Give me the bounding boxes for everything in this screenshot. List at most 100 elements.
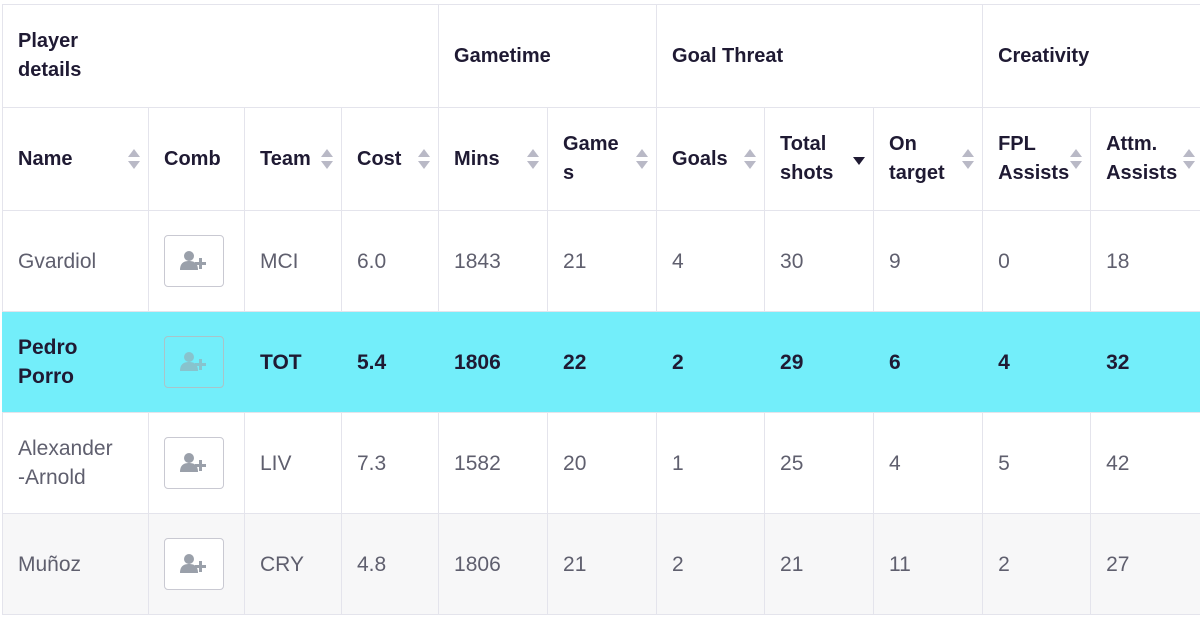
cell-games: 20 <box>548 413 657 514</box>
cell-fpl-assists: 0 <box>983 211 1091 312</box>
cell-fpl-assists: 5 <box>983 413 1091 514</box>
add-player-button[interactable] <box>164 538 224 590</box>
header-name-label: Name <box>18 148 72 170</box>
header-goals-label: Goals <box>672 148 728 170</box>
cell-on-target: 6 <box>874 312 983 413</box>
cell-team: CRY <box>245 514 342 615</box>
player-stats-table: Player details Gametime Goal Threat Crea… <box>2 4 1200 615</box>
sort-arrows-icon[interactable] <box>527 149 539 169</box>
player-name: Pedro Porro <box>18 336 78 388</box>
header-attm-assists[interactable]: Attm. Assists <box>1091 108 1200 211</box>
add-player-button[interactable] <box>164 336 224 388</box>
table-row: Gvardiol MCI 6.0 1843 21 4 30 9 0 18 <box>3 211 1200 312</box>
group-goal-threat: Goal Threat <box>657 5 983 108</box>
header-attm-assists-label: Attm. Assists <box>1106 133 1177 184</box>
cell-goals: 2 <box>657 312 765 413</box>
table-row-highlighted: Pedro Porro TOT 5.4 1806 22 2 29 6 4 32 <box>3 312 1200 413</box>
cell-comb <box>149 211 245 312</box>
sort-arrows-icon[interactable] <box>418 149 430 169</box>
cell-fpl-assists: 2 <box>983 514 1091 615</box>
cell-games: 21 <box>548 211 657 312</box>
player-name: Alexander -Arnold <box>18 437 113 489</box>
cell-cost: 4.8 <box>342 514 439 615</box>
header-on-target-label: On target <box>889 133 945 184</box>
cell-team: MCI <box>245 211 342 312</box>
cell-cost: 5.4 <box>342 312 439 413</box>
header-on-target[interactable]: On target <box>874 108 983 211</box>
cell-name: Alexander -Arnold <box>3 413 149 514</box>
cell-on-target: 11 <box>874 514 983 615</box>
cell-fpl-assists: 4 <box>983 312 1091 413</box>
sort-descending-icon[interactable] <box>853 149 865 169</box>
cell-comb <box>149 312 245 413</box>
cell-total-shots: 25 <box>765 413 874 514</box>
sort-arrows-icon[interactable] <box>744 149 756 169</box>
sort-arrows-icon[interactable] <box>321 149 333 169</box>
add-user-icon <box>180 351 208 373</box>
header-goals[interactable]: Goals <box>657 108 765 211</box>
cell-comb <box>149 413 245 514</box>
column-group-row: Player details Gametime Goal Threat Crea… <box>3 5 1200 108</box>
add-player-button[interactable] <box>164 235 224 287</box>
cell-attm-assists: 18 <box>1091 211 1200 312</box>
cell-mins: 1806 <box>439 514 548 615</box>
cell-total-shots: 30 <box>765 211 874 312</box>
cell-total-shots: 29 <box>765 312 874 413</box>
sort-arrows-icon[interactable] <box>1183 149 1195 169</box>
add-user-icon <box>180 553 208 575</box>
sort-arrows-icon[interactable] <box>636 149 648 169</box>
cell-name: Gvardiol <box>3 211 149 312</box>
header-cost-label: Cost <box>357 148 401 170</box>
cell-cost: 7.3 <box>342 413 439 514</box>
group-player-details: Player details <box>3 5 439 108</box>
sort-arrows-icon[interactable] <box>128 149 140 169</box>
cell-comb <box>149 514 245 615</box>
sort-arrows-icon[interactable] <box>962 149 974 169</box>
table-row: Muñoz CRY 4.8 1806 21 2 21 11 2 27 <box>3 514 1200 615</box>
player-name: Muñoz <box>18 553 81 576</box>
add-user-icon <box>180 250 208 272</box>
group-creativity-label: Creativity <box>998 45 1089 67</box>
column-header-row: Name Comb Team Cost Mins Game s Goals To… <box>3 108 1200 211</box>
add-user-icon <box>180 452 208 474</box>
group-gametime-label: Gametime <box>454 45 551 67</box>
cell-mins: 1806 <box>439 312 548 413</box>
table-row: Alexander -Arnold LIV 7.3 1582 20 1 25 4… <box>3 413 1200 514</box>
cell-mins: 1582 <box>439 413 548 514</box>
cell-attm-assists: 32 <box>1091 312 1200 413</box>
header-games[interactable]: Game s <box>548 108 657 211</box>
cell-games: 21 <box>548 514 657 615</box>
header-team-label: Team <box>260 148 311 170</box>
cell-name: Pedro Porro <box>3 312 149 413</box>
group-gametime: Gametime <box>439 5 657 108</box>
cell-goals: 4 <box>657 211 765 312</box>
group-goal-threat-label: Goal Threat <box>672 45 783 67</box>
header-mins[interactable]: Mins <box>439 108 548 211</box>
header-total-shots[interactable]: Total shots <box>765 108 874 211</box>
header-name[interactable]: Name <box>3 108 149 211</box>
header-games-label: Game s <box>563 133 619 184</box>
player-name: Gvardiol <box>18 250 96 273</box>
header-team[interactable]: Team <box>245 108 342 211</box>
header-total-shots-label: Total shots <box>780 133 833 184</box>
header-fpl-assists[interactable]: FPL Assists <box>983 108 1091 211</box>
cell-total-shots: 21 <box>765 514 874 615</box>
cell-on-target: 9 <box>874 211 983 312</box>
cell-name: Muñoz <box>3 514 149 615</box>
cell-goals: 2 <box>657 514 765 615</box>
add-player-button[interactable] <box>164 437 224 489</box>
cell-team: LIV <box>245 413 342 514</box>
cell-team: TOT <box>245 312 342 413</box>
cell-mins: 1843 <box>439 211 548 312</box>
header-comb-label: Comb <box>164 148 221 170</box>
cell-goals: 1 <box>657 413 765 514</box>
group-player-details-label: Player details <box>18 30 81 81</box>
header-cost[interactable]: Cost <box>342 108 439 211</box>
header-comb: Comb <box>149 108 245 211</box>
header-mins-label: Mins <box>454 148 500 170</box>
cell-games: 22 <box>548 312 657 413</box>
sort-arrows-icon[interactable] <box>1070 149 1082 169</box>
group-creativity: Creativity <box>983 5 1200 108</box>
cell-on-target: 4 <box>874 413 983 514</box>
cell-attm-assists: 27 <box>1091 514 1200 615</box>
